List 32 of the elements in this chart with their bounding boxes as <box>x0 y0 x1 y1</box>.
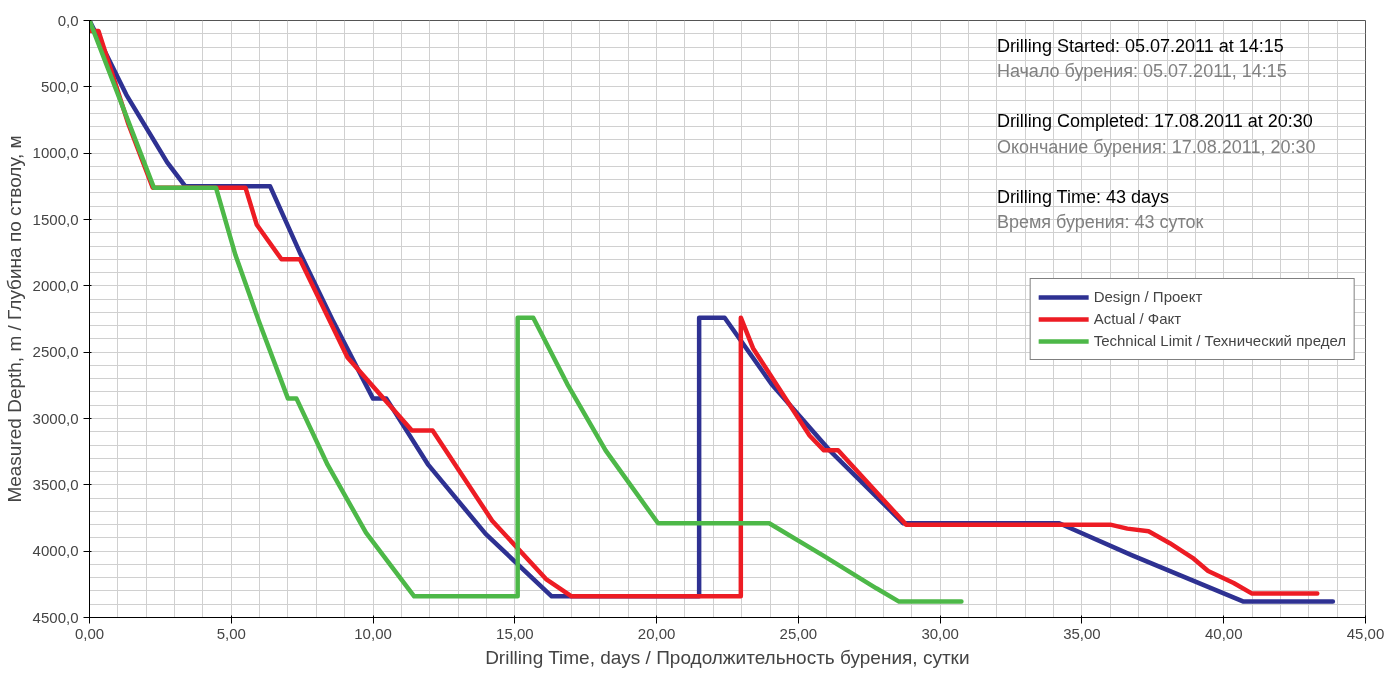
y-tick-label: 2000,0 <box>32 276 79 294</box>
x-tick-label: 40,00 <box>1204 624 1243 642</box>
x-tick-label: 45,00 <box>1346 624 1385 642</box>
x-tick-label: 0,00 <box>74 624 105 642</box>
legend-label: Design / Проект <box>1093 288 1203 305</box>
annotation: Время бурения: 43 суток <box>996 212 1204 233</box>
annotation: Drilling Started: 05.07.2011 at 14:15 <box>996 35 1284 56</box>
annotation: Окончание бурения: 17.08.2011, 20:30 <box>996 136 1316 157</box>
x-tick-label: 30,00 <box>921 624 959 642</box>
legend-label: Actual / Факт <box>1093 310 1182 327</box>
y-axis-title: Measured Depth, m / Глубина по стволу, м <box>3 135 25 503</box>
y-tick-label: 500,0 <box>40 77 79 95</box>
x-tick-label: 15,00 <box>496 624 534 642</box>
x-tick-label: 10,00 <box>354 624 392 642</box>
annotation: Drilling Completed: 17.08.2011 at 20:30 <box>996 111 1313 132</box>
y-tick-label: 3500,0 <box>32 475 79 493</box>
legend-label: Technical Limit / Технический предел <box>1093 332 1346 349</box>
x-tick-label: 25,00 <box>779 624 818 642</box>
y-tick-label: 3000,0 <box>32 409 79 427</box>
x-tick-label: 20,00 <box>637 624 676 642</box>
y-tick-label: 4500,0 <box>32 608 79 626</box>
x-tick-label: 35,00 <box>1063 624 1101 642</box>
y-tick-label: 0,0 <box>57 11 79 29</box>
line-series <box>89 20 964 604</box>
annotation: Drilling Time: 43 days <box>996 186 1169 207</box>
y-tick-label: 1500,0 <box>32 210 79 228</box>
x-tick-label: 5,00 <box>216 624 246 642</box>
y-tick-label: 4000,0 <box>32 542 79 560</box>
y-tick-label: 2500,0 <box>32 343 79 361</box>
annotation: Начало бурения: 05.07.2011, 14:15 <box>996 60 1287 81</box>
x-axis-title: Drilling Time, days / Продолжительность бурения, сутки <box>485 646 970 668</box>
y-tick-label: 1000,0 <box>32 144 79 162</box>
